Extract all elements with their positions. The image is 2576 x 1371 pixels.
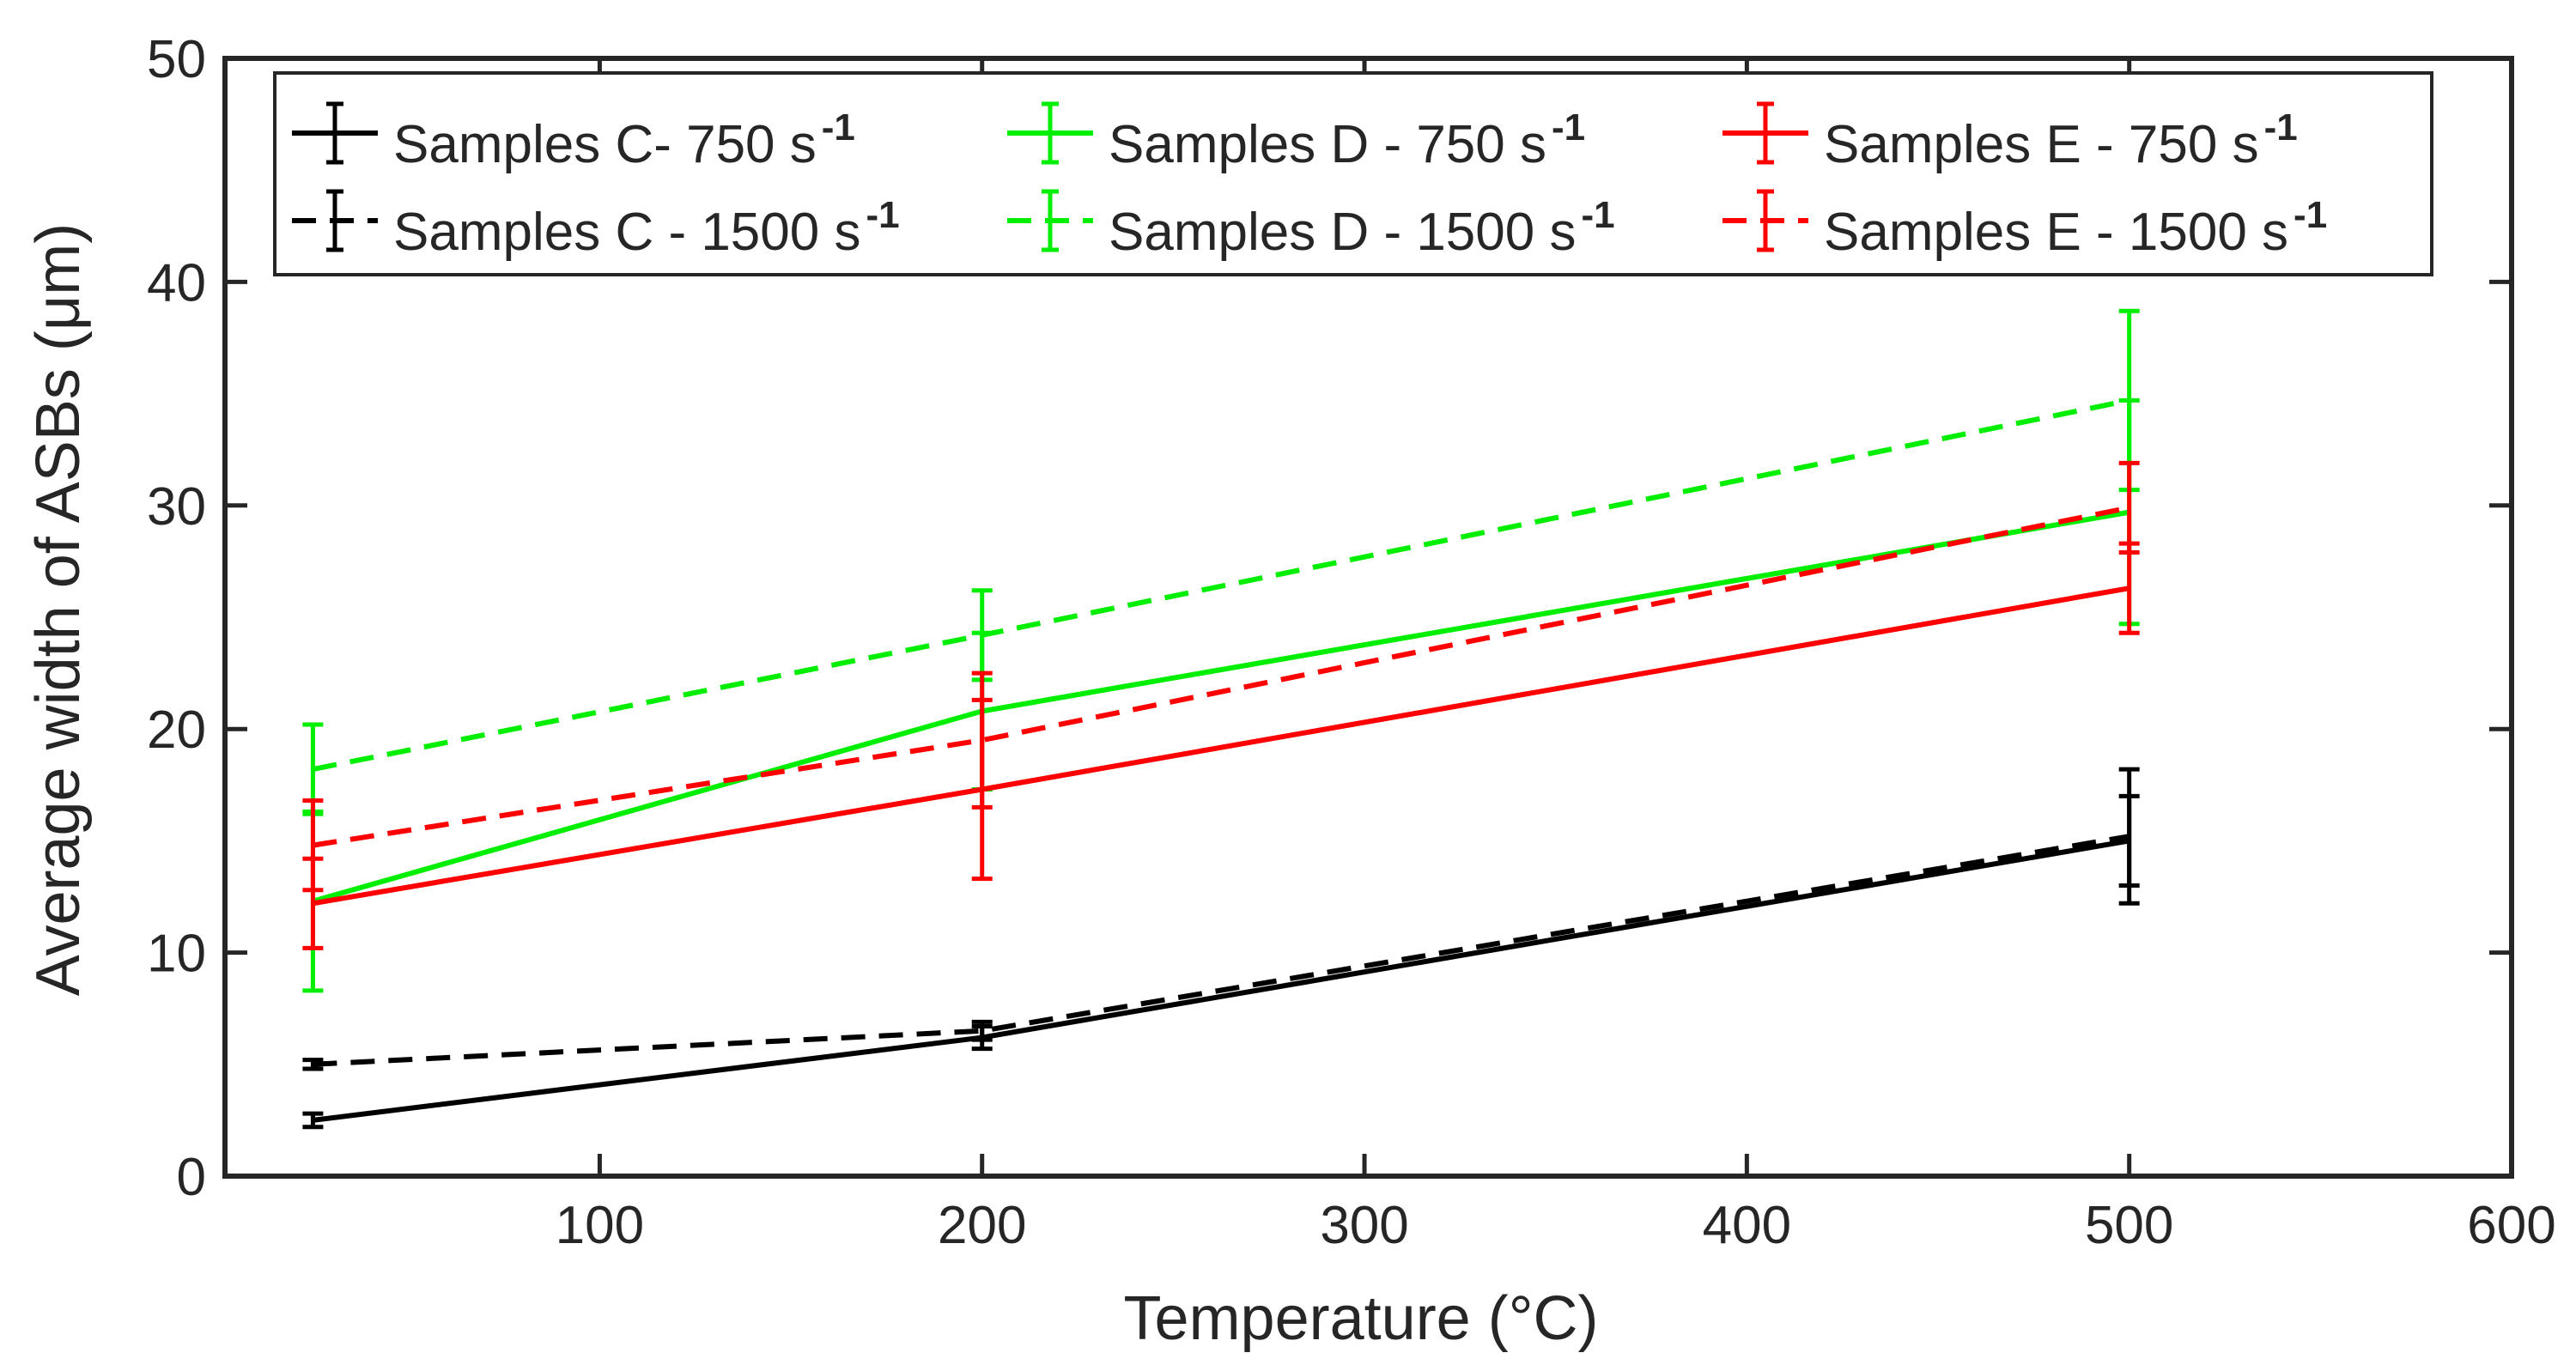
legend-label-text: Samples C - 1500 s — [393, 203, 860, 262]
legend-label-superscript: -1 — [822, 106, 855, 149]
legend-label-text: Samples D - 750 s — [1109, 115, 1546, 174]
legend-label: Samples D - 1500 s-1 — [1109, 194, 1615, 262]
legend-label-superscript: -1 — [2264, 106, 2298, 149]
y-tick-label: 10 — [147, 925, 206, 984]
legend-label-text: Samples D - 1500 s — [1109, 203, 1576, 262]
y-tick-label: 40 — [147, 253, 206, 312]
legend-label-superscript: -1 — [866, 194, 899, 236]
x-tick-label: 400 — [1703, 1196, 1791, 1255]
x-tick-label: 100 — [556, 1196, 644, 1255]
legend-label-text: Samples E - 750 s — [1824, 115, 2259, 174]
legend-label: Samples D - 750 s-1 — [1109, 106, 1585, 174]
y-tick-label: 0 — [177, 1148, 206, 1207]
legend-label: Samples C- 750 s-1 — [393, 106, 855, 174]
y-tick-label: 20 — [147, 701, 206, 760]
y-tick-label: 50 — [147, 30, 206, 89]
legend-label: Samples C - 1500 s-1 — [393, 194, 900, 262]
x-tick-label: 200 — [938, 1196, 1026, 1255]
legend-label: Samples E - 750 s-1 — [1824, 106, 2298, 174]
legend-label-text: Samples E - 1500 s — [1824, 203, 2288, 262]
x-tick-label: 600 — [2467, 1196, 2555, 1255]
legend-label-superscript: -1 — [2293, 194, 2327, 236]
x-axis-label: Temperature (°C) — [1124, 1284, 1599, 1353]
legend-label: Samples E - 1500 s-1 — [1824, 194, 2327, 262]
legend-label-superscript: -1 — [1552, 106, 1585, 149]
legend-label-superscript: -1 — [1581, 194, 1614, 236]
y-tick-label: 30 — [147, 477, 206, 537]
x-tick-label: 300 — [1320, 1196, 1408, 1255]
y-axis-label: Average width of ASBs (μm) — [24, 223, 93, 997]
legend-label-text: Samples C- 750 s — [393, 115, 817, 174]
x-tick-label: 500 — [2085, 1196, 2173, 1255]
